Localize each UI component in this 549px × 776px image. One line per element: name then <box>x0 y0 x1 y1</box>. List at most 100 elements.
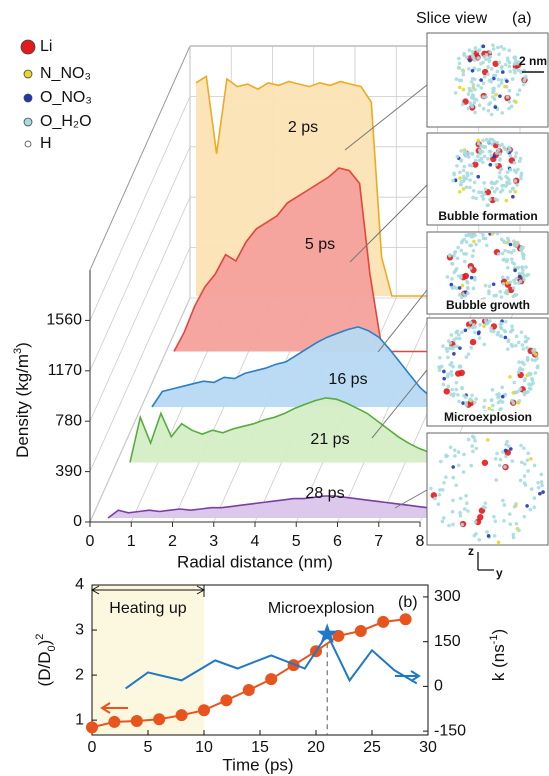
particle <box>442 480 446 485</box>
particle <box>497 52 501 57</box>
particle <box>512 380 517 385</box>
particle <box>456 393 460 397</box>
x-tick-label: 10 <box>195 739 213 756</box>
particle <box>499 407 503 411</box>
particle <box>485 530 489 534</box>
particle <box>448 253 452 258</box>
particle <box>455 344 459 349</box>
particle <box>454 336 459 341</box>
x-tick-label: 20 <box>307 739 325 756</box>
particle <box>469 275 474 280</box>
series-marker <box>332 629 345 642</box>
particle <box>462 507 467 511</box>
particle <box>509 257 514 261</box>
particle <box>491 43 495 48</box>
particle <box>458 496 463 501</box>
particle <box>495 151 499 155</box>
particle <box>489 153 493 158</box>
particle <box>526 390 530 394</box>
particle <box>506 339 511 344</box>
particle <box>513 179 518 183</box>
particle <box>503 84 507 89</box>
slice-panel: Bubble growth <box>426 228 549 315</box>
particle <box>470 104 475 109</box>
particle <box>496 252 501 256</box>
particle <box>507 178 511 182</box>
particle <box>489 326 493 330</box>
particle <box>476 141 481 146</box>
particle <box>472 58 477 62</box>
particle <box>521 347 526 351</box>
particle <box>457 286 462 290</box>
particle <box>508 375 512 379</box>
particle <box>452 448 457 452</box>
particle <box>511 401 516 405</box>
x-tick-label: 3 <box>209 533 218 550</box>
particle <box>441 344 445 348</box>
particle <box>453 250 458 254</box>
particle <box>487 59 492 63</box>
particle <box>466 151 471 155</box>
particle <box>517 88 522 93</box>
particle <box>511 194 515 199</box>
particle <box>492 514 496 519</box>
particle <box>536 485 541 490</box>
particle <box>508 153 513 158</box>
particle <box>499 81 504 85</box>
particle <box>456 245 460 250</box>
particle <box>512 55 516 60</box>
particle <box>460 522 465 527</box>
x-tick-label: 25 <box>363 739 381 756</box>
particle <box>464 252 469 256</box>
star-marker <box>316 623 338 644</box>
particle <box>482 192 487 196</box>
legend-label: N_NO₃ <box>40 65 91 82</box>
particle <box>499 325 503 330</box>
particle <box>511 239 516 243</box>
particle <box>483 145 488 149</box>
wall-grid-line <box>89 96 191 321</box>
particle <box>511 535 516 540</box>
y-tick-label: 1 <box>75 711 84 728</box>
series-marker <box>265 673 278 686</box>
particle <box>522 481 527 485</box>
particle <box>525 458 530 463</box>
particle <box>511 532 516 537</box>
particle <box>487 102 491 107</box>
particle <box>522 378 527 383</box>
particle <box>458 176 462 180</box>
particle <box>506 444 511 449</box>
panel-label: (b) <box>398 594 418 611</box>
particle <box>484 137 489 142</box>
particle <box>449 282 454 287</box>
particle <box>483 398 487 403</box>
particle <box>454 380 459 385</box>
particle <box>532 505 537 510</box>
particle <box>496 540 501 544</box>
particle <box>479 190 484 194</box>
particle <box>519 176 523 181</box>
y2-tick-label: 0 <box>434 678 443 695</box>
particle <box>477 67 482 72</box>
legend-label: O_H₂O <box>40 113 92 130</box>
particle <box>495 140 500 145</box>
particle <box>489 329 493 333</box>
particle <box>455 154 460 159</box>
particle <box>453 454 457 458</box>
particle <box>483 228 487 232</box>
particle <box>530 378 535 382</box>
particle <box>457 190 462 194</box>
particle <box>469 463 474 468</box>
particle <box>472 180 477 185</box>
particle <box>500 394 505 399</box>
y-axis-label-part: 2 <box>34 634 46 640</box>
particle <box>504 233 507 234</box>
particle <box>470 444 475 448</box>
particle <box>498 334 503 338</box>
legend-marker <box>23 117 33 127</box>
series-marker <box>220 694 233 707</box>
particle <box>469 345 473 350</box>
particle <box>450 277 454 281</box>
particle <box>460 283 465 288</box>
particle <box>514 334 519 339</box>
